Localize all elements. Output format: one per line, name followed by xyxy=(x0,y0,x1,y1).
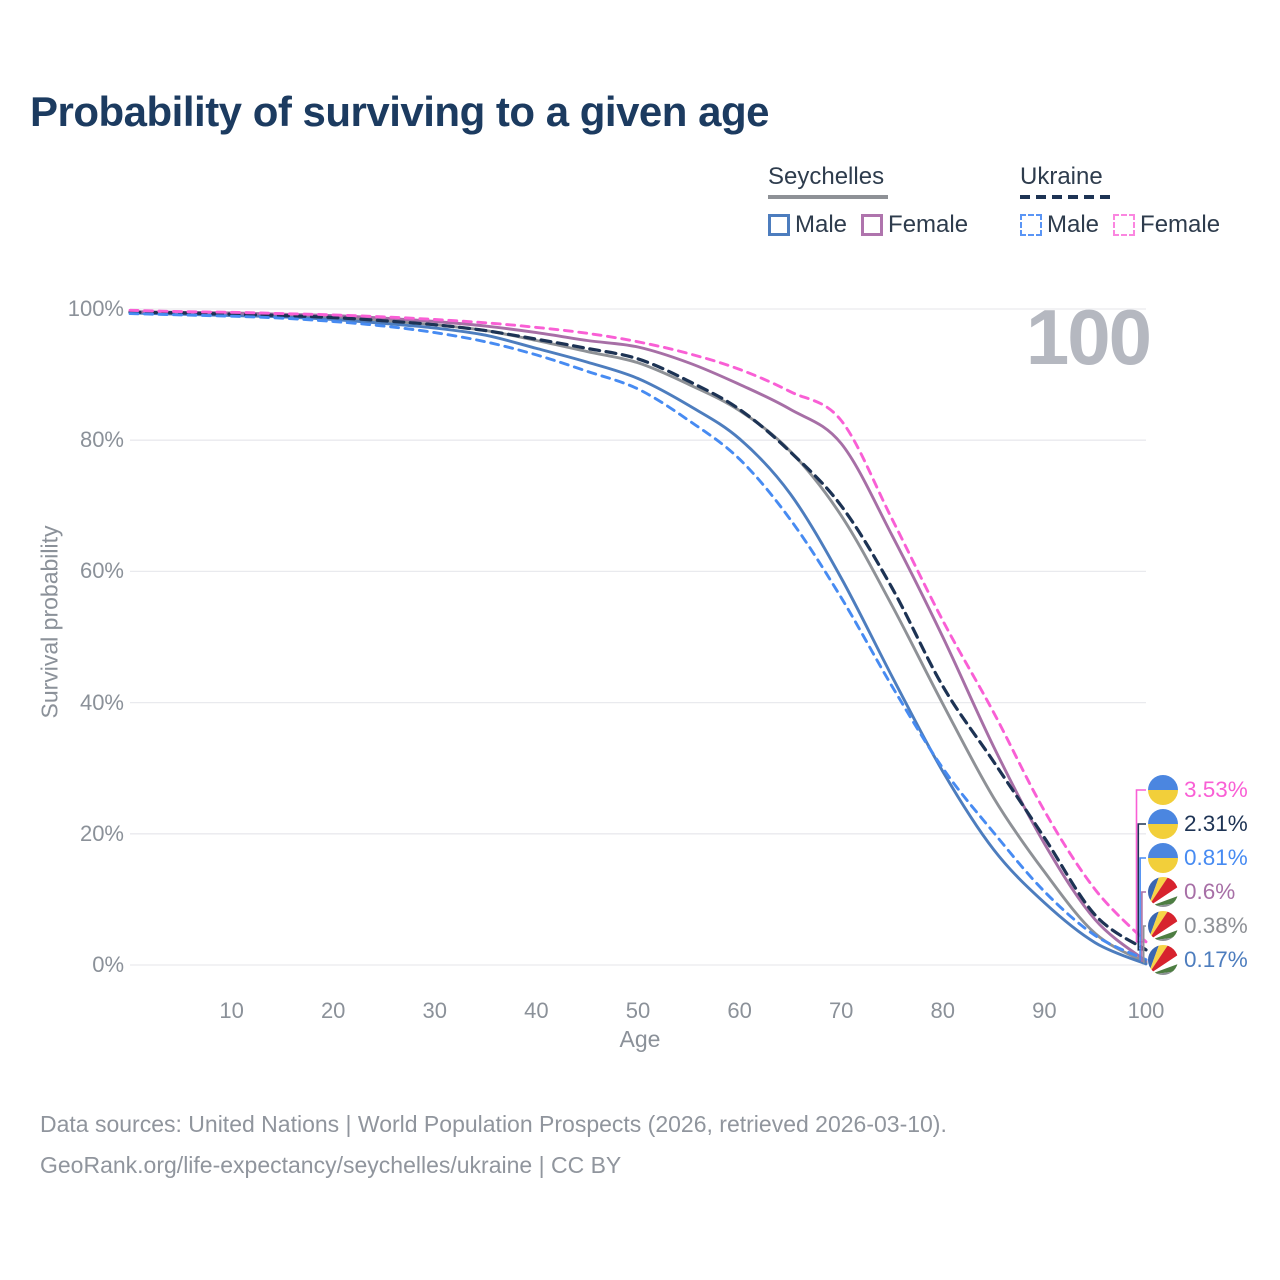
legend-item-seychelles-male[interactable]: Male xyxy=(768,211,847,239)
x-tick-label: 30 xyxy=(422,998,448,1023)
ukraine-flag-icon xyxy=(1148,775,1178,805)
series-line-seychelles-both[interactable] xyxy=(128,310,1148,964)
y-tick-label: 60% xyxy=(79,558,124,584)
legend-country-label: Ukraine xyxy=(1020,163,1103,190)
seychelles-female-swatch xyxy=(861,214,884,236)
y-tick-label: 0% xyxy=(92,952,124,977)
x-tick-label: 60 xyxy=(727,998,752,1023)
legend-group-ukraine: Ukraine Male Female xyxy=(1020,163,1220,239)
x-tick-label: 100 xyxy=(1127,998,1165,1023)
page-title: Probability of surviving to a given age xyxy=(30,88,769,135)
series-line-ukraine-male[interactable] xyxy=(128,312,1148,962)
age-counter-watermark: 100 xyxy=(1025,293,1152,381)
legend-item-ukraine-female[interactable]: Female xyxy=(1113,211,1220,239)
ukraine-female-swatch xyxy=(1113,214,1136,236)
end-label-connector xyxy=(1142,925,1146,964)
legend-item-label: Male xyxy=(795,211,848,238)
x-tick-label: 90 xyxy=(1032,998,1057,1023)
x-tick-label: 50 xyxy=(625,998,651,1023)
ukraine-flag-icon xyxy=(1148,843,1178,873)
series-line-seychelles-female[interactable] xyxy=(128,310,1148,963)
x-tick-label: 70 xyxy=(828,998,854,1023)
end-label-row: 0.38% xyxy=(1148,911,1248,941)
end-label-row: 3.53% xyxy=(1148,775,1248,805)
end-label-row: 0.81% xyxy=(1148,843,1248,873)
x-tick-label: 20 xyxy=(320,998,346,1023)
footer: Data sources: United Nations | World Pop… xyxy=(40,1104,947,1186)
seychelles-flag-icon xyxy=(1148,877,1178,907)
x-tick-label: 40 xyxy=(524,998,549,1023)
x-axis-title: Age xyxy=(619,1026,661,1052)
end-label-value: 2.31% xyxy=(1184,811,1248,836)
y-tick-label: 20% xyxy=(79,820,124,846)
legend-item-ukraine-male[interactable]: Male xyxy=(1020,211,1099,239)
legend-item-seychelles-female[interactable]: Female xyxy=(861,211,968,239)
legend-item-label: Male xyxy=(1047,211,1100,238)
footer-link-line: GeoRank.org/life-expectancy/seychelles/u… xyxy=(40,1152,622,1178)
series-line-ukraine-both[interactable] xyxy=(128,310,1148,952)
x-tick-label: 80 xyxy=(930,998,956,1023)
end-label-connector xyxy=(1144,959,1147,965)
legend-country-label: Seychelles xyxy=(768,163,885,190)
legend-item-label: Female xyxy=(888,211,969,238)
ukraine-male-swatch xyxy=(1020,214,1042,236)
ukraine-flag-icon xyxy=(1148,809,1178,839)
y-tick-label: 40% xyxy=(79,689,124,715)
x-tick-label: 10 xyxy=(219,998,244,1023)
end-label-value: 0.17% xyxy=(1184,947,1248,972)
ukraine-line-style-sample xyxy=(1020,195,1112,199)
end-label-row: 2.31% xyxy=(1148,809,1248,839)
footer-sources-line: Data sources: United Nations | World Pop… xyxy=(40,1111,947,1137)
end-label-value: 0.6% xyxy=(1184,879,1236,904)
legend-item-label: Female xyxy=(1140,211,1221,238)
series-line-seychelles-male[interactable] xyxy=(128,311,1148,966)
end-label-value: 3.53% xyxy=(1184,777,1248,802)
seychelles-flag-icon xyxy=(1148,911,1178,941)
y-tick-label: 80% xyxy=(79,427,124,453)
end-label-row: 0.6% xyxy=(1148,877,1235,907)
end-label-row: 0.17% xyxy=(1148,945,1248,975)
seychelles-line-style-sample xyxy=(768,195,888,199)
end-label-value: 0.81% xyxy=(1184,845,1248,870)
seychelles-male-swatch xyxy=(768,214,790,236)
legend-group-seychelles: Seychelles Male Female xyxy=(768,163,968,239)
y-tick-label: 100% xyxy=(67,296,124,321)
end-label-value: 0.38% xyxy=(1184,913,1248,938)
series-line-ukraine-female[interactable] xyxy=(128,308,1148,944)
seychelles-flag-icon xyxy=(1148,945,1178,975)
